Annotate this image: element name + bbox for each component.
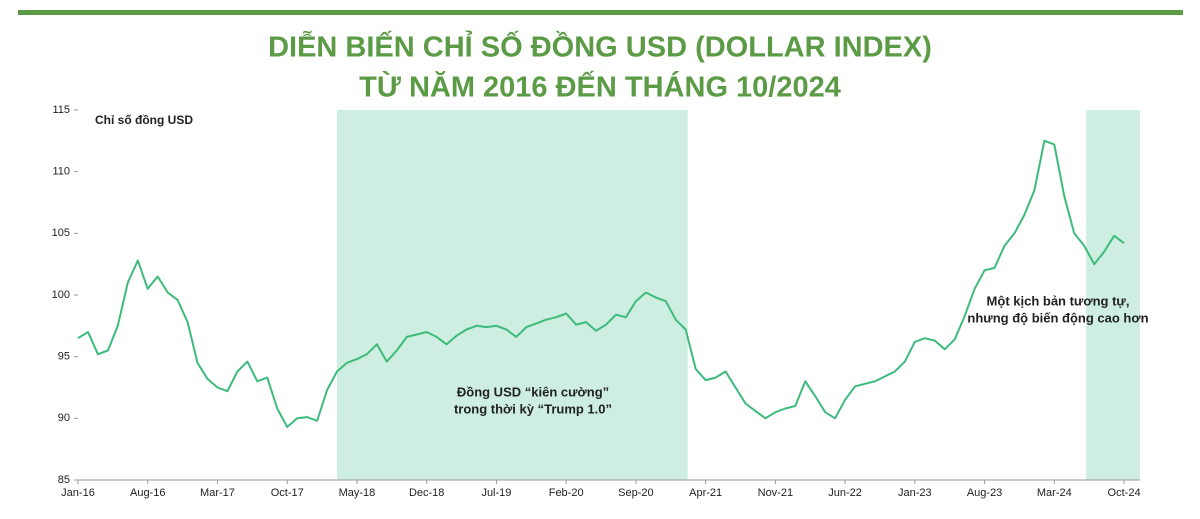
y-tick-label: 100 — [52, 289, 70, 301]
annotation: Một kịch bản tương tự, — [987, 293, 1130, 308]
x-tick-label: Feb-20 — [549, 487, 584, 499]
chart-title: DIỄN BIẾN CHỈ SỐ ĐỒNG USD (DOLLAR INDEX) — [268, 30, 932, 64]
chart-title: TỪ NĂM 2016 ĐẾN THÁNG 10/2024 — [359, 70, 841, 104]
annotation: Đồng USD “kiên cường” — [457, 384, 609, 399]
x-tick-label: Aug-16 — [130, 487, 165, 499]
y-axis-label: Chỉ số đồng USD — [95, 113, 193, 127]
annotation: trong thời kỳ “Trump 1.0” — [454, 401, 612, 416]
x-tick-label: Jun-22 — [828, 487, 862, 499]
y-tick-label: 90 — [58, 412, 70, 424]
x-tick-label: Sep-20 — [618, 487, 653, 499]
x-tick-label: Jan-16 — [61, 487, 95, 499]
x-tick-label: Aug-23 — [967, 487, 1002, 499]
top-rule — [18, 10, 1183, 15]
highlight-band — [1086, 110, 1140, 480]
x-tick-label: Nov-21 — [758, 487, 793, 499]
x-tick-label: Jul-19 — [481, 487, 511, 499]
x-tick-label: Jan-23 — [898, 487, 932, 499]
data-line — [77, 139, 1125, 428]
y-tick-label: 105 — [52, 227, 70, 239]
x-tick-label: Oct-17 — [271, 487, 304, 499]
annotation: nhưng độ biến động cao hơn — [967, 310, 1148, 325]
highlight-band — [337, 110, 688, 480]
x-tick-label: Dec-18 — [409, 487, 444, 499]
y-tick-label: 115 — [52, 104, 70, 116]
y-tick-label: 85 — [58, 474, 70, 486]
plot — [337, 110, 1140, 480]
x-tick-label: Oct-24 — [1108, 487, 1141, 499]
x-tick-label: May-18 — [339, 487, 376, 499]
x-tick-label: Apr-21 — [689, 487, 722, 499]
x-tick-label: Mar-24 — [1037, 487, 1072, 499]
x-tick-label: Mar-17 — [200, 487, 235, 499]
y-tick-label: 110 — [52, 166, 70, 178]
y-tick-label: 95 — [58, 351, 70, 363]
